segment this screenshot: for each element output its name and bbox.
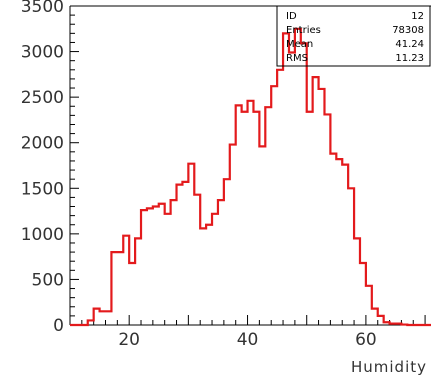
y-tick-label: 1000 xyxy=(21,225,64,245)
x-tick-label: 60 xyxy=(355,330,377,350)
y-tick-label: 2000 xyxy=(21,134,64,154)
y-tick-label: 1500 xyxy=(21,179,64,199)
stats-box: ID 12 Entries 78308 Mean 41.24 RMS 11.23 xyxy=(276,5,431,67)
x-tick-label: 40 xyxy=(237,330,259,350)
stats-rms-value: 11.23 xyxy=(395,53,424,64)
stats-entries-label: Entries xyxy=(286,25,321,36)
x-axis-title: Humidity xyxy=(351,358,427,376)
axes xyxy=(69,5,431,326)
x-tick-label: 20 xyxy=(118,330,140,350)
stats-box-frame xyxy=(276,5,431,67)
stats-mean-label: Mean xyxy=(286,39,313,50)
stats-id-value: 12 xyxy=(411,11,424,22)
stats-id-label: ID xyxy=(286,11,297,22)
y-tick-label: 2500 xyxy=(21,88,64,108)
stats-mean-value: 41.24 xyxy=(395,39,424,50)
y-tick-label: 500 xyxy=(32,270,64,290)
y-tick-label: 3500 xyxy=(21,0,64,17)
stats-rms-label: RMS xyxy=(286,53,308,64)
y-tick-label: 3000 xyxy=(21,43,64,63)
histogram-line xyxy=(70,27,431,327)
stats-entries-value: 78308 xyxy=(392,25,424,36)
tick-labels: 0 500 1000 1500 2000 2500 3000 3500 20 40 60 xyxy=(21,0,377,350)
ticks xyxy=(70,5,426,326)
y-tick-label: 0 xyxy=(53,316,64,336)
